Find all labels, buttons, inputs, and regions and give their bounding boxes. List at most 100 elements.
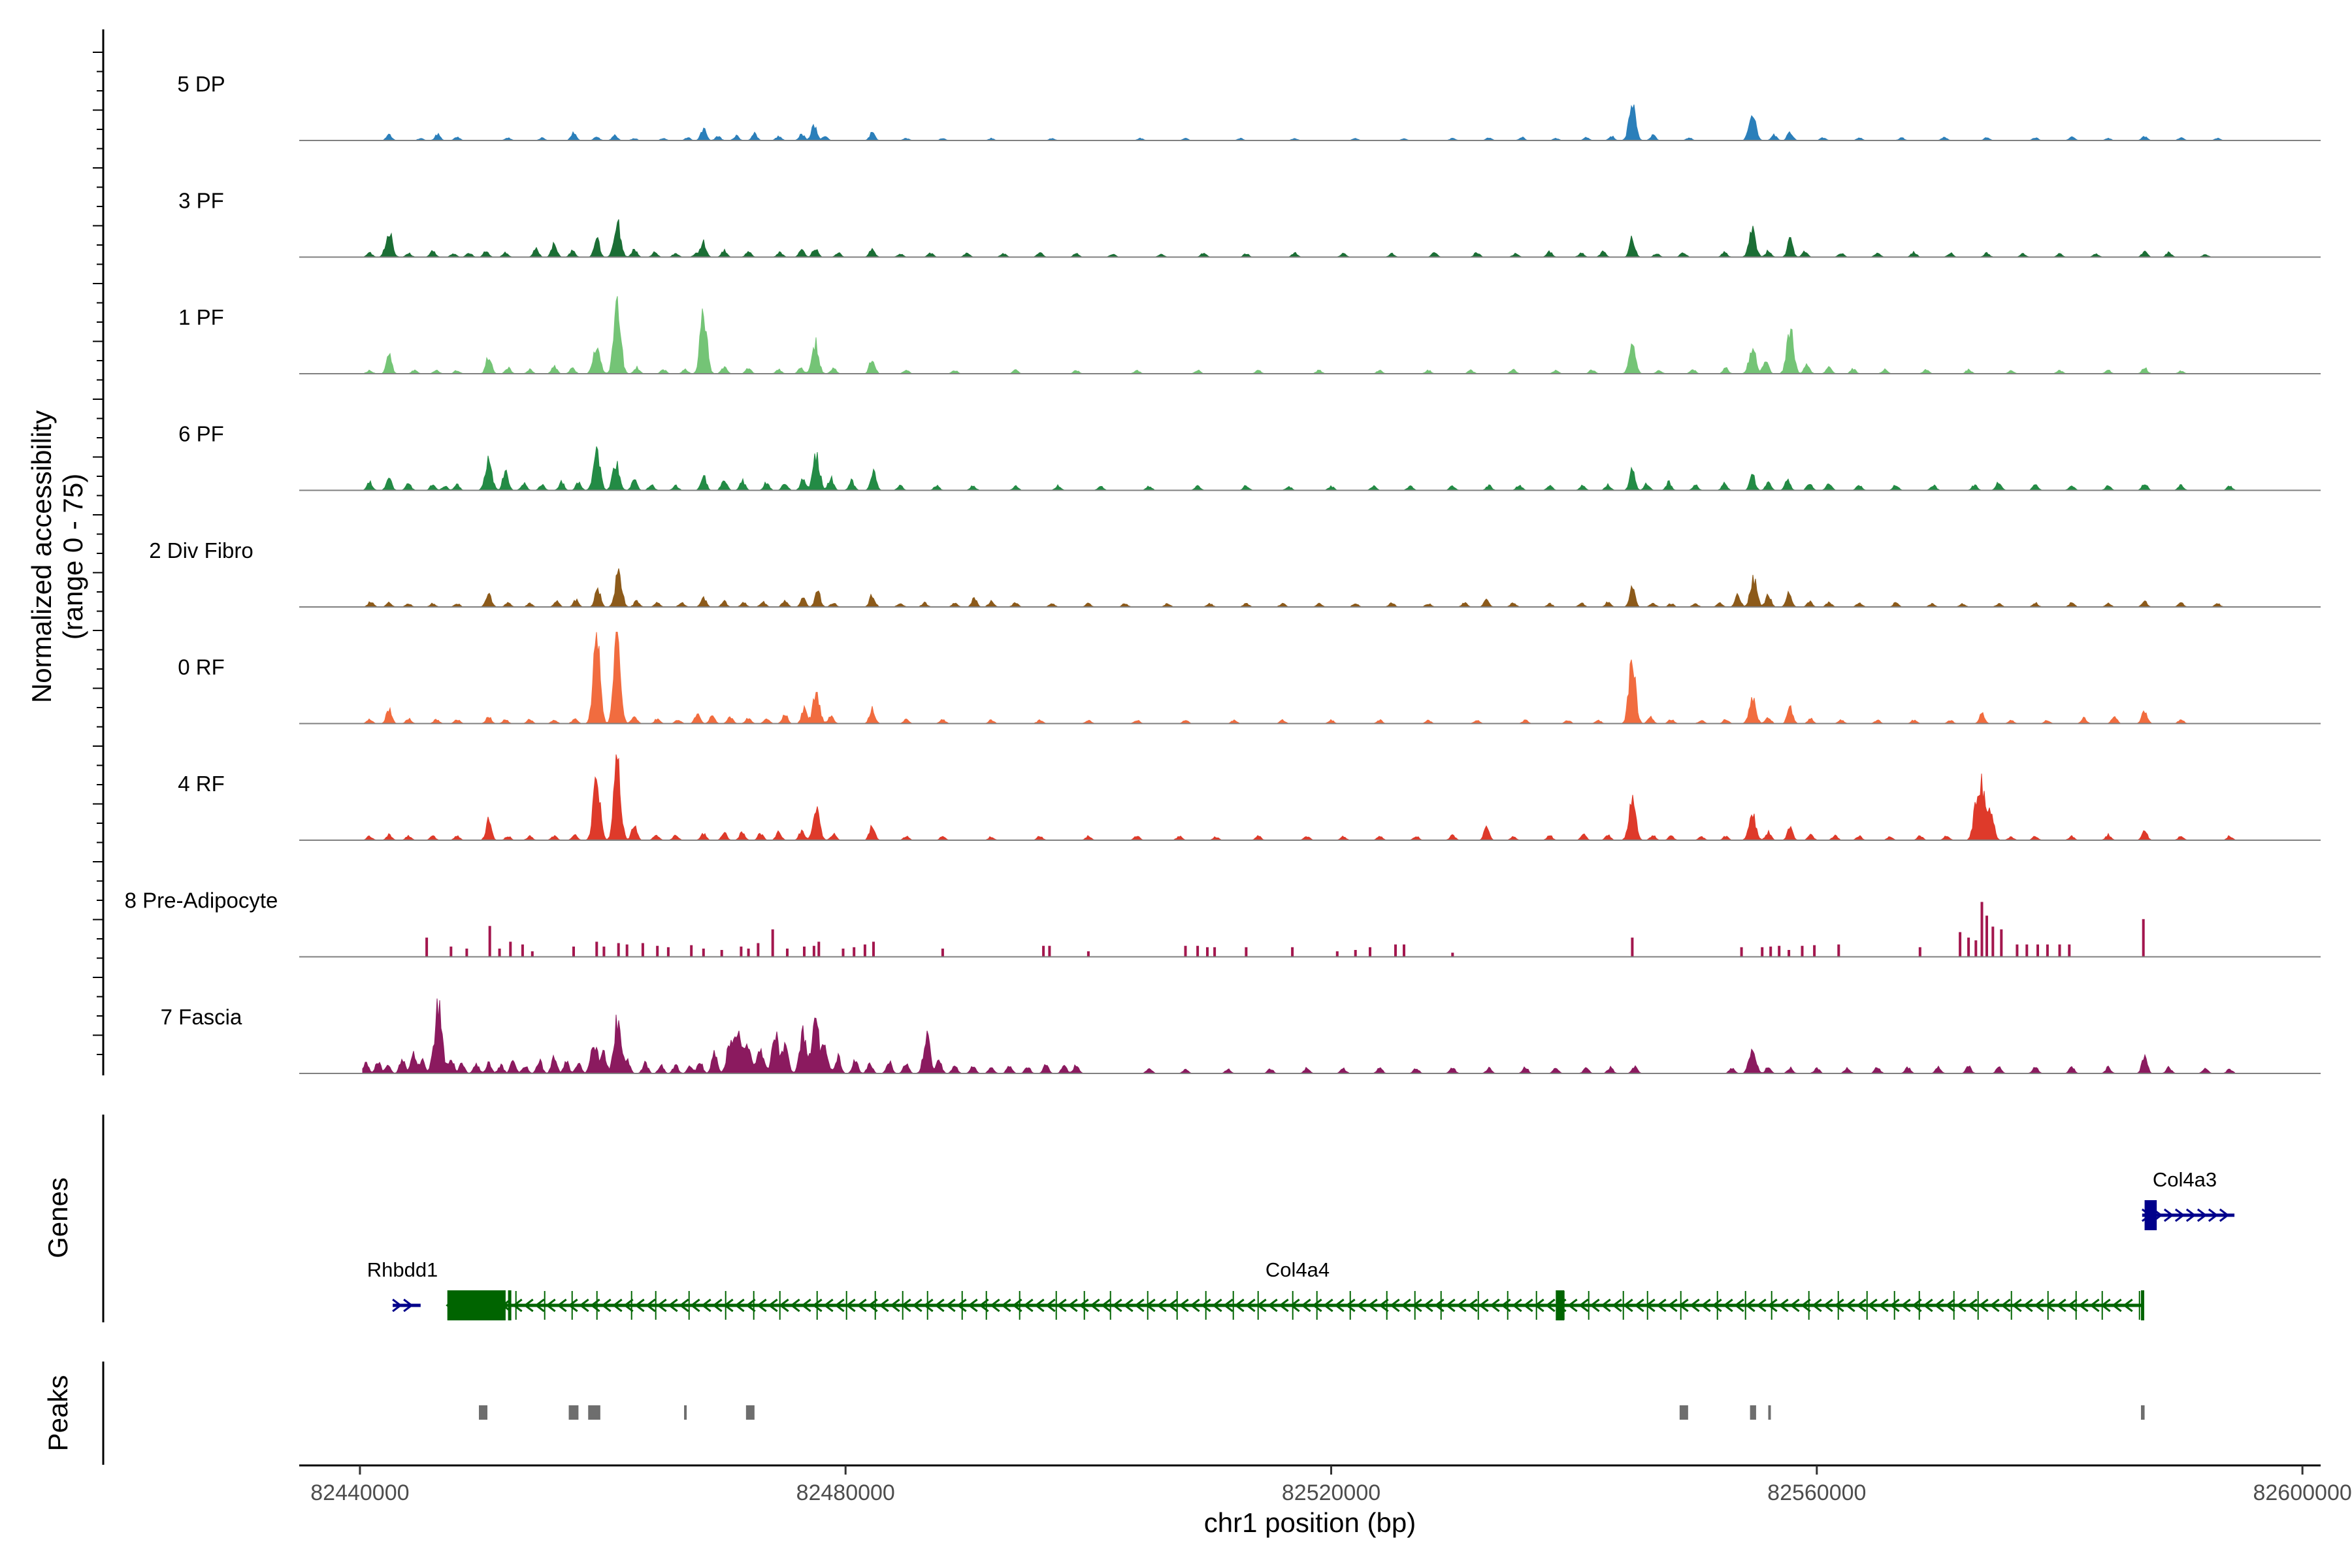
gene-strand-chevron [1512, 1298, 1522, 1313]
gene-label: Col4a3 [2153, 1168, 2217, 1191]
gene-strand-chevron [579, 1298, 589, 1313]
gene-strand-chevron [2112, 1298, 2122, 1313]
gene-strand-chevron [1090, 1298, 1100, 1313]
track-coverage-bar [1769, 946, 1772, 957]
gene-strand-chevron [623, 1298, 634, 1313]
gene-strand-chevron [690, 1298, 700, 1313]
track-coverage-bar [817, 941, 821, 957]
track-coverage-bar [740, 946, 743, 957]
track-coverage-bar [1086, 951, 1090, 957]
gene-strand-chevron [1967, 1298, 1978, 1313]
track-coverage-bar [1740, 947, 1743, 957]
track-coverage-bar [1813, 945, 1816, 957]
track-label: 4 RF [178, 772, 225, 796]
track-0-rf: 0 RF [178, 632, 2321, 725]
gene-strand-chevron [1234, 1298, 1245, 1313]
gene-strand-chevron [1123, 1298, 1134, 1313]
gene-strand-chevron [1401, 1298, 1411, 1313]
gene-strand-chevron [1878, 1298, 1889, 1313]
track-label: 0 RF [178, 655, 225, 679]
gene-strand-chevron [634, 1298, 645, 1313]
track-coverage-bar [1206, 947, 1209, 957]
peak-region [588, 1405, 600, 1420]
track-coverage-bar [1369, 947, 1371, 957]
gene-models: Rhbdd1 Col4a4 Col4a3 [367, 1168, 2235, 1320]
gene-strand-chevron [2001, 1298, 2011, 1313]
track-label: 1 PF [178, 305, 224, 329]
gene-strand-chevron [1168, 1298, 1178, 1313]
gene-exon [508, 1290, 512, 1320]
gene-strand-chevron [745, 1298, 756, 1313]
track-coverage-bar [2058, 944, 2061, 957]
track-coverage-bar [1974, 940, 1978, 957]
track-coverage-bar [720, 950, 723, 957]
gene-strand-chevron [701, 1298, 711, 1313]
track-coverage-bar [1213, 947, 1217, 957]
gene-strand-chevron [990, 1298, 1000, 1313]
track-label: 8 Pre-Adipocyte [125, 889, 278, 913]
gene-strand-chevron [1079, 1298, 1089, 1313]
track-coverage-bar [488, 926, 491, 957]
gene-strand-chevron [1156, 1298, 1167, 1313]
peak-region [2140, 1405, 2145, 1420]
track-coverage-bar [2036, 944, 2039, 957]
gene-strand-chevron [1379, 1298, 1389, 1313]
peak-region [568, 1405, 579, 1420]
gene-strand-chevron [1867, 1298, 1878, 1313]
gene-strand-chevron [2034, 1298, 2044, 1313]
gene-strand-chevron [1778, 1298, 1789, 1313]
gene-strand-chevron [879, 1298, 889, 1313]
gene-strand-chevron [945, 1298, 956, 1313]
gene-strand-chevron [1367, 1298, 1378, 1313]
gene-strand-chevron [734, 1298, 745, 1313]
gene-strand-chevron [1523, 1298, 1533, 1313]
gene-strand-chevron [1923, 1298, 1933, 1313]
track-coverage-bar [1335, 951, 1339, 957]
gene-strand-chevron [1801, 1298, 1811, 1313]
gene-exon [2144, 1200, 2157, 1230]
gene-strand-chevron [2056, 1298, 2066, 1313]
gene-strand-chevron [2023, 1298, 2033, 1313]
track-coverage-bar [1196, 945, 1200, 957]
gene-strand-chevron [1279, 1298, 1289, 1313]
gene-strand-chevron [1334, 1298, 1345, 1313]
track-coverage-bar [531, 951, 534, 957]
gene-strand-chevron [1712, 1298, 1722, 1313]
gene-strand-chevron [2089, 1298, 2100, 1313]
gene-strand-chevron [1612, 1298, 1622, 1313]
gene-strand-chevron [1834, 1298, 1844, 1313]
track-coverage-bar [771, 929, 774, 957]
gene-strand-chevron [1545, 1298, 1556, 1313]
track-coverage-bar [2046, 944, 2049, 957]
track-coverage-bar [1394, 944, 1397, 957]
gene-strand-chevron [757, 1298, 767, 1313]
track-coverage-bar [666, 947, 670, 957]
gene-strand-chevron [1701, 1298, 1711, 1313]
track-label: 5 DP [177, 72, 225, 96]
coverage-panel: Normalized accessibility (range 0 - 75) … [26, 29, 2321, 1075]
track-coverage-bar [863, 944, 866, 957]
gene-strand-chevron [923, 1298, 934, 1313]
track-coverage-bar [690, 945, 693, 957]
track-label: 2 Div Fibro [149, 538, 253, 563]
track-coverage-bar [595, 941, 598, 957]
track-coverage-bar [1991, 926, 1995, 957]
gene-strand-chevron [956, 1298, 967, 1313]
gene-strand-chevron [1756, 1298, 1767, 1313]
gene-strand-chevron [1690, 1298, 1700, 1313]
gene-strand-chevron [1456, 1298, 1467, 1313]
gene-strand-chevron [1445, 1298, 1456, 1313]
gene-strand-chevron [568, 1298, 578, 1313]
coverage-y-ticks [93, 52, 103, 1055]
gene-strand-chevron [1812, 1298, 1822, 1313]
gene-strand-chevron [1190, 1298, 1200, 1313]
track-coverage-bar [941, 948, 944, 957]
track-8-pre-adipocyte: 8 Pre-Adipocyte [125, 889, 2321, 958]
track-coverage-bar [812, 945, 815, 957]
track-coverage-bar [1837, 944, 1840, 957]
gene-strand-chevron [1478, 1298, 1489, 1313]
gene-strand-chevron [657, 1298, 667, 1313]
track-coverage-bar [1967, 938, 1970, 957]
gene-strand-chevron [2174, 1208, 2185, 1222]
gene-strand-chevron [668, 1298, 678, 1313]
